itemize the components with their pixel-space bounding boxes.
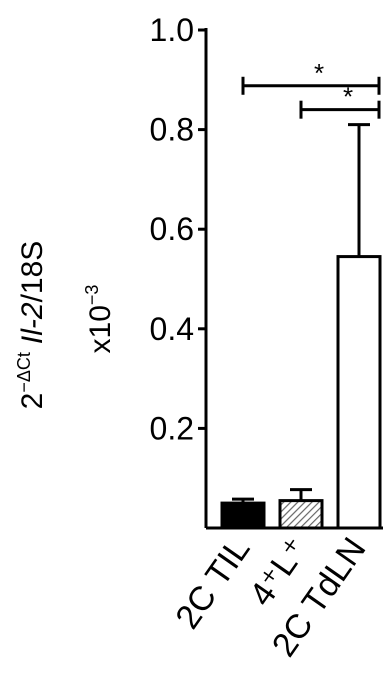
- bar: [278, 499, 324, 530]
- y-label-gene: Il-2: [16, 302, 49, 344]
- svg-text:x10−3: x10−3: [82, 285, 117, 354]
- svg-text:2−ΔCtIl-2/18S: 2−ΔCt Il-2/18S: [14, 241, 49, 410]
- y-label-scale-exponent: −3: [82, 285, 102, 306]
- significance-star: *: [343, 82, 353, 112]
- significance-star: *: [314, 58, 324, 88]
- x-tick-label: 2C TIL: [168, 531, 257, 636]
- y-tick-label: 0.2: [150, 410, 194, 446]
- y-tick-label: 1.0: [150, 12, 194, 48]
- y-label-base: 2: [16, 393, 49, 410]
- y-tick-label: 0.8: [150, 112, 194, 148]
- y-label-reference: /18S: [16, 241, 49, 303]
- y-label-superscript: −ΔCt: [14, 352, 34, 393]
- bar: [336, 255, 382, 530]
- y-tick-label: 0.6: [150, 211, 194, 247]
- y-axis-label: 2−ΔCt Il-2/18S x10−3: [14, 241, 117, 410]
- y-tick-label: 0.4: [150, 311, 194, 347]
- y-label-scale: x10: [84, 305, 117, 353]
- bar: [220, 501, 266, 530]
